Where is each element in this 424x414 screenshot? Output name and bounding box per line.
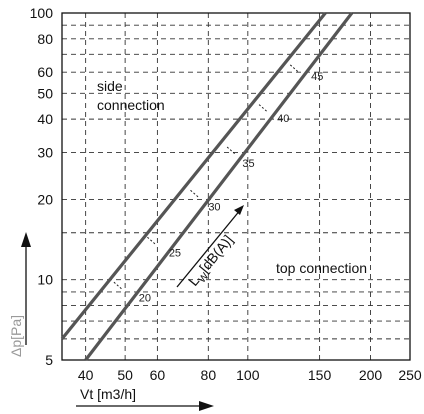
noise-level-label: 25 <box>169 248 181 260</box>
x-tick-label: 150 <box>308 367 332 383</box>
y-tick-label: 100 <box>30 5 54 21</box>
x-tick-label: 100 <box>236 367 260 383</box>
y-tick-label: 5 <box>45 352 53 368</box>
x-axis-label: Vt [m3/h] <box>80 386 136 402</box>
grid <box>62 13 410 360</box>
noise-level-label: 20 <box>139 292 151 304</box>
y-tick-label: 40 <box>37 111 53 127</box>
side-connection-label-line1: side <box>97 78 123 94</box>
top-connection-curve <box>84 12 354 361</box>
noise-level-tick <box>258 104 268 112</box>
noise-level-tick <box>226 146 236 155</box>
y-tick-label: 60 <box>37 64 53 80</box>
side-connection-curve <box>60 11 327 340</box>
noise-level-tick <box>147 236 156 245</box>
lw-arrow-shaft <box>176 208 242 288</box>
noise-level-tick <box>113 281 123 290</box>
x-axis-arrow-head <box>199 401 214 411</box>
y-axis-label: Δp[Pa] <box>8 315 24 357</box>
noise-level-markers: 20 25 30 35 40 45 <box>113 64 323 304</box>
tick-labels: 40 50 60 80 100 150 200 250 5 10 20 30 40 50 60 80 100 <box>30 5 422 383</box>
y-axis-arrow-head <box>21 232 31 247</box>
x-tick-label: 80 <box>201 367 217 383</box>
y-tick-label: 10 <box>37 272 53 288</box>
noise-level-label: 45 <box>311 71 323 83</box>
y-tick-label: 20 <box>37 191 53 207</box>
x-tick-label: 50 <box>117 367 133 383</box>
side-connection-label-line2: connection <box>97 97 165 113</box>
y-tick-label: 30 <box>37 144 53 160</box>
curves <box>60 11 354 361</box>
x-tick-label: 200 <box>359 367 383 383</box>
noise-level-label: 30 <box>208 201 220 213</box>
noise-level-tick <box>190 189 199 198</box>
lw-label: LW[dB(A)] <box>185 232 239 292</box>
x-tick-label: 40 <box>78 367 94 383</box>
plot-frame <box>61 12 411 361</box>
x-tick-label: 250 <box>398 367 422 383</box>
y-tick-label: 80 <box>37 31 53 47</box>
noise-level-tick <box>289 64 299 73</box>
noise-level-label: 35 <box>242 158 254 170</box>
lw-arrow-head <box>234 205 244 215</box>
x-tick-label: 60 <box>150 367 166 383</box>
noise-level-label: 40 <box>277 113 289 125</box>
top-connection-label: top connection <box>276 260 367 276</box>
y-tick-label: 50 <box>37 85 53 101</box>
